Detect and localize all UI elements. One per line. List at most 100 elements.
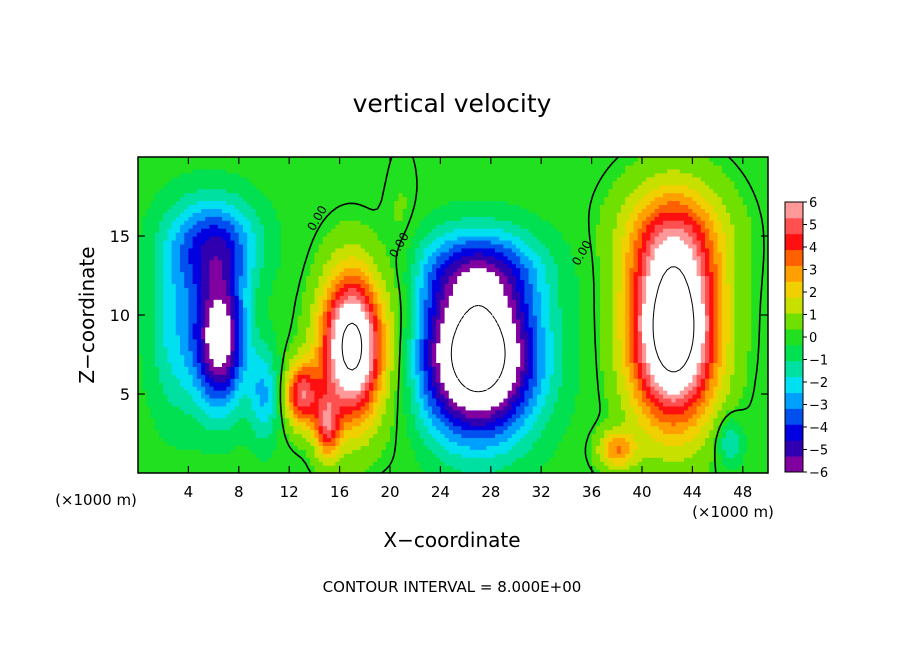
field-cell xyxy=(201,370,206,375)
field-cell xyxy=(692,437,698,442)
field-cell xyxy=(142,390,147,395)
field-cell xyxy=(608,405,614,411)
field-cell xyxy=(243,413,248,419)
field-cell xyxy=(259,394,265,399)
field-cell xyxy=(595,421,601,427)
field-cell xyxy=(272,370,278,375)
field-cell xyxy=(650,386,656,391)
field-cell xyxy=(751,342,756,348)
field-cell xyxy=(327,413,332,419)
field-cell xyxy=(205,453,210,458)
field-cell xyxy=(163,397,168,403)
field-cell xyxy=(192,362,198,367)
field-cell xyxy=(511,362,517,367)
field-cell xyxy=(717,445,723,450)
field-cell xyxy=(469,441,475,446)
field-cell xyxy=(142,362,147,367)
field-cell xyxy=(490,346,496,352)
field-cell xyxy=(142,445,147,450)
field-cell xyxy=(276,433,282,439)
field-cell xyxy=(427,394,433,399)
field-cell xyxy=(255,401,261,407)
field-cell xyxy=(600,465,605,470)
field-cell xyxy=(583,346,588,352)
field-cell xyxy=(331,342,336,348)
field-cell xyxy=(398,386,404,391)
field-cell xyxy=(142,370,147,375)
field-cell xyxy=(453,350,458,356)
field-cell xyxy=(427,362,433,367)
field-cell xyxy=(167,445,173,450)
field-cell xyxy=(709,362,714,367)
field-cell xyxy=(343,453,349,458)
field-cell xyxy=(259,362,265,367)
field-cell xyxy=(352,362,357,367)
field-cell xyxy=(625,417,630,423)
field-cell xyxy=(406,417,412,423)
field-cell xyxy=(696,342,702,348)
field-cell xyxy=(549,429,555,435)
field-cell xyxy=(595,366,601,371)
field-cell xyxy=(696,401,702,407)
field-cell xyxy=(671,378,677,383)
field-cell xyxy=(751,374,756,379)
field-cell xyxy=(276,382,282,387)
field-cell xyxy=(478,445,483,450)
field-cell xyxy=(234,362,240,367)
field-cell xyxy=(465,397,471,403)
field-cell xyxy=(343,465,349,470)
field-cell xyxy=(646,382,651,387)
field-cell xyxy=(150,382,156,387)
field-cell xyxy=(461,350,467,356)
field-cell xyxy=(667,346,672,352)
field-cell xyxy=(595,465,601,470)
field-cell xyxy=(570,397,576,403)
field-cell xyxy=(478,350,483,356)
field-cell xyxy=(201,350,206,356)
field-cell xyxy=(604,386,609,391)
field-cell xyxy=(511,445,517,450)
field-cell xyxy=(201,453,206,458)
field-cell xyxy=(650,374,656,379)
field-cell xyxy=(541,445,546,450)
field-cell xyxy=(411,409,416,415)
field-cell xyxy=(205,409,210,415)
field-cell xyxy=(621,405,626,411)
field-cell xyxy=(507,445,513,450)
field-cell xyxy=(238,358,244,363)
field-cell xyxy=(684,390,689,395)
field-cell xyxy=(516,441,521,446)
field-cell xyxy=(532,350,538,356)
field-cell xyxy=(196,405,202,411)
field-cell xyxy=(293,421,299,427)
field-cell xyxy=(600,445,605,450)
field-cell xyxy=(398,449,404,454)
field-cell xyxy=(600,469,605,473)
field-cell xyxy=(268,429,273,435)
field-cell xyxy=(444,370,450,375)
field-cell xyxy=(549,465,555,470)
field-cell xyxy=(495,457,500,462)
field-cell xyxy=(566,386,572,391)
field-cell xyxy=(222,445,227,450)
field-cell xyxy=(402,401,408,407)
field-cell xyxy=(138,370,143,375)
field-cell xyxy=(427,354,433,360)
field-cell xyxy=(201,437,206,442)
field-cell xyxy=(524,346,530,352)
field-cell xyxy=(171,449,177,454)
field-cell xyxy=(306,445,311,450)
field-cell xyxy=(251,338,257,344)
field-cell xyxy=(432,429,437,435)
field-cell xyxy=(264,457,269,462)
field-cell xyxy=(549,386,555,391)
field-cell xyxy=(377,382,383,387)
field-cell xyxy=(465,342,471,348)
field-cell xyxy=(150,453,156,458)
field-cell xyxy=(180,338,185,344)
field-cell xyxy=(259,453,265,458)
field-cell xyxy=(419,409,425,415)
field-cell xyxy=(612,429,618,435)
field-cell xyxy=(394,354,399,360)
field-cell xyxy=(352,425,357,431)
